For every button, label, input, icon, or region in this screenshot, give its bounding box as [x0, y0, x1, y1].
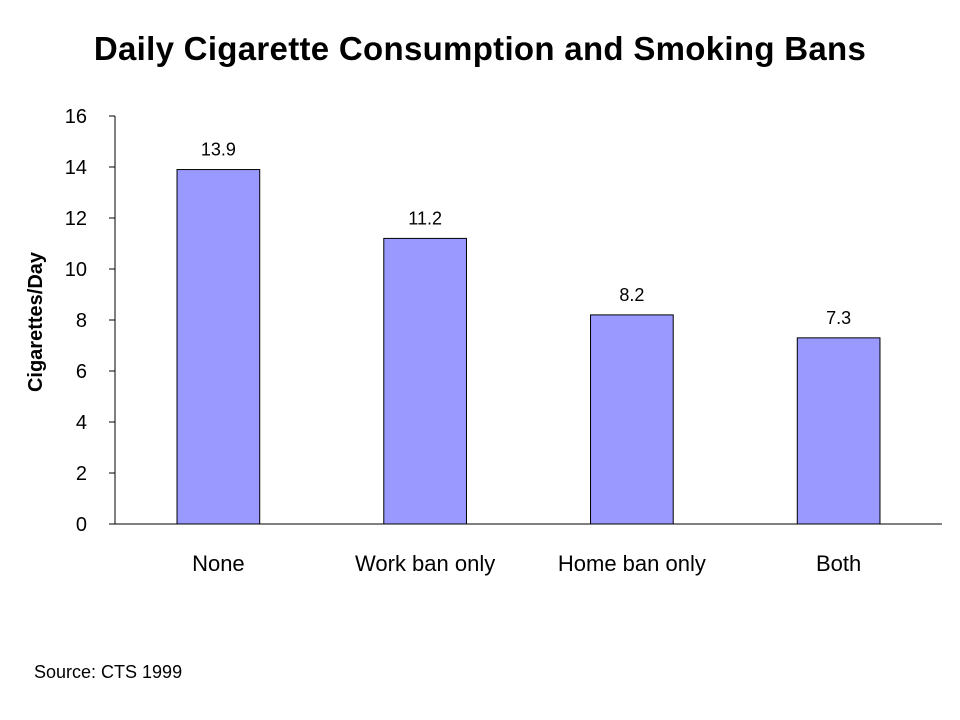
x-category-label: Work ban only	[355, 551, 495, 576]
y-tick-label: 16	[65, 106, 87, 128]
y-tick-label: 0	[76, 514, 87, 536]
bar	[796, 337, 881, 525]
bar-value-label: 11.2	[408, 208, 442, 228]
y-tick-label: 14	[65, 157, 87, 179]
y-axis-ticks: 0 2 4 6 8 10 12 14 16	[65, 106, 115, 536]
x-category-label: None	[192, 551, 245, 576]
data-labels: 13.9 11.2 8.2 7.3	[201, 140, 851, 328]
x-category-label: Both	[816, 551, 861, 576]
y-tick-label: 4	[76, 412, 87, 434]
bar	[176, 169, 261, 525]
chart-title: Daily Cigarette Consumption and Smoking …	[93, 30, 867, 67]
source-note: Source: CTS 1999	[34, 662, 183, 682]
bars	[176, 169, 881, 525]
bar	[590, 314, 674, 525]
bar-value-label: 13.9	[201, 140, 236, 160]
y-tick-label: 10	[65, 259, 87, 281]
y-axis-title: Cigarettes/Day	[25, 251, 47, 392]
bar-value-label: 8.2	[619, 285, 644, 305]
x-category-label: Home ban only	[558, 551, 706, 576]
x-axis-labels: None Work ban only Home ban only Both	[192, 551, 861, 576]
y-tick-label: 8	[76, 310, 87, 332]
y-tick-label: 6	[76, 361, 87, 383]
bar	[383, 237, 467, 525]
y-tick-label: 2	[76, 463, 87, 485]
bar-value-label: 7.3	[826, 308, 851, 328]
y-tick-label: 12	[65, 208, 87, 230]
